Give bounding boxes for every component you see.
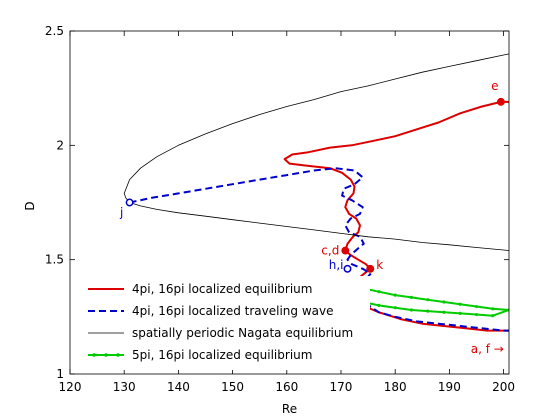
series-point-3	[474, 312, 479, 317]
legend-swatch-dot	[104, 353, 108, 357]
legend-entry: 4pi, 16pi localized equilibrium	[132, 282, 312, 296]
series-line-1	[129, 167, 509, 332]
series-point-3	[393, 293, 397, 297]
y-tick-label: 1.5	[45, 253, 64, 267]
series-point-3	[377, 303, 381, 307]
y-tick-label: 1	[56, 367, 64, 381]
series-point-3	[458, 311, 462, 316]
series-point-3	[442, 310, 446, 314]
point-marker	[496, 97, 505, 106]
x-tick-label: 160	[275, 380, 298, 394]
point-marker	[343, 264, 352, 273]
series-point-3	[377, 290, 381, 294]
x-tick-label: 140	[167, 380, 190, 394]
x-tick-label: 170	[330, 380, 353, 394]
legend-entry: spatially periodic Nagata equilibrium	[132, 326, 353, 340]
y-axis-title: D	[23, 201, 37, 210]
point-label: k	[376, 258, 383, 272]
legend-swatch-dot	[116, 353, 120, 357]
legend-swatch-dot	[92, 353, 96, 357]
annotation-text: a, f →	[471, 342, 504, 356]
y-tick-label: 2.5	[45, 24, 64, 38]
legend-entry: 5pi, 16pi localized equilibrium	[132, 348, 312, 362]
series-point-3	[458, 302, 462, 306]
legend: 4pi, 16pi localized equilibrium 4pi, 16pi…	[82, 276, 370, 370]
series-point-3	[409, 308, 414, 312]
series-line-2	[123, 53, 509, 251]
y-tick-label: 2	[56, 138, 64, 152]
x-tick-label: 120	[59, 380, 82, 394]
x-axis-title: Re	[282, 402, 297, 416]
x-tick-label: 190	[438, 380, 461, 394]
x-tick-label: 150	[221, 380, 244, 394]
series-point-3	[491, 307, 495, 311]
point-label: j	[119, 206, 123, 220]
legend-box	[82, 276, 370, 370]
point-marker	[366, 264, 375, 273]
legend-entry: 4pi, 16pi localized traveling wave	[132, 304, 334, 318]
series-point-3	[393, 306, 397, 310]
series-point-3	[474, 304, 479, 309]
plot-frame	[69, 30, 510, 375]
x-tick-label: 180	[384, 380, 407, 394]
point-marker	[341, 246, 350, 255]
annotation-layer: a, f →	[471, 342, 504, 356]
point-label: h,i	[329, 258, 344, 272]
x-tick-label: 130	[113, 380, 136, 394]
x-tick-label: 200	[492, 380, 515, 394]
series-point-3	[442, 300, 446, 304]
series-point-3	[409, 295, 414, 299]
series-point-3	[426, 309, 430, 313]
point-label: c,d	[321, 244, 339, 258]
point-marker	[125, 198, 134, 207]
series-point-3	[491, 314, 495, 318]
series-point-3	[426, 298, 430, 302]
point-label: e	[491, 79, 498, 93]
tick-layer: 120 130 140 150 160 170 180 190 200 1 1.5 2 2.5	[45, 24, 515, 394]
